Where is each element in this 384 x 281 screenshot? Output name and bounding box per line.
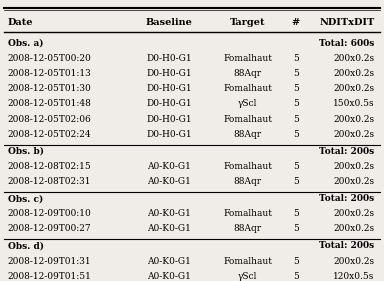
Text: A0-K0-G1: A0-K0-G1 <box>147 177 191 186</box>
Text: 150x0.5s: 150x0.5s <box>333 99 374 108</box>
Text: γScl: γScl <box>238 272 257 281</box>
Text: Obs. b): Obs. b) <box>8 147 44 156</box>
Text: 5: 5 <box>293 99 299 108</box>
Text: 5: 5 <box>293 162 299 171</box>
Text: Fomalhaut: Fomalhaut <box>223 209 272 218</box>
Text: D0-H0-G1: D0-H0-G1 <box>146 54 192 63</box>
Text: D0-H0-G1: D0-H0-G1 <box>146 130 192 139</box>
Text: 200x0.2s: 200x0.2s <box>333 225 374 234</box>
Text: Fomalhaut: Fomalhaut <box>223 162 272 171</box>
Text: 5: 5 <box>293 130 299 139</box>
Text: Total: 200s: Total: 200s <box>319 147 374 156</box>
Text: 2008-12-05T02:24: 2008-12-05T02:24 <box>8 130 91 139</box>
Text: 5: 5 <box>293 225 299 234</box>
Text: Fomalhaut: Fomalhaut <box>223 257 272 266</box>
Text: 200x0.2s: 200x0.2s <box>333 130 374 139</box>
Text: Baseline: Baseline <box>146 18 192 27</box>
Text: 200x0.2s: 200x0.2s <box>333 69 374 78</box>
Text: Target: Target <box>230 18 265 27</box>
Text: 2008-12-09T00:27: 2008-12-09T00:27 <box>8 225 91 234</box>
Text: Obs. c): Obs. c) <box>8 194 43 203</box>
Text: 2008-12-05T01:30: 2008-12-05T01:30 <box>8 84 91 93</box>
Text: 5: 5 <box>293 257 299 266</box>
Text: Total: 200s: Total: 200s <box>319 241 374 250</box>
Text: A0-K0-G1: A0-K0-G1 <box>147 225 191 234</box>
Text: 5: 5 <box>293 272 299 281</box>
Text: Fomalhaut: Fomalhaut <box>223 115 272 124</box>
Text: 2008-12-05T01:13: 2008-12-05T01:13 <box>8 69 91 78</box>
Text: Obs. d): Obs. d) <box>8 241 44 250</box>
Text: Date: Date <box>8 18 33 27</box>
Text: Obs. a): Obs. a) <box>8 39 43 48</box>
Text: 88Aqr: 88Aqr <box>233 177 262 186</box>
Text: D0-H0-G1: D0-H0-G1 <box>146 69 192 78</box>
Text: Fomalhaut: Fomalhaut <box>223 54 272 63</box>
Text: 5: 5 <box>293 84 299 93</box>
Text: D0-H0-G1: D0-H0-G1 <box>146 84 192 93</box>
Text: 200x0.2s: 200x0.2s <box>333 84 374 93</box>
Text: 2008-12-08T02:31: 2008-12-08T02:31 <box>8 177 91 186</box>
Text: Total: 600s: Total: 600s <box>319 39 374 48</box>
Text: 2008-12-05T01:48: 2008-12-05T01:48 <box>8 99 91 108</box>
Text: Fomalhaut: Fomalhaut <box>223 84 272 93</box>
Text: 120x0.5s: 120x0.5s <box>333 272 374 281</box>
Text: 5: 5 <box>293 69 299 78</box>
Text: 88Aqr: 88Aqr <box>233 225 262 234</box>
Text: Total: 200s: Total: 200s <box>319 194 374 203</box>
Text: D0-H0-G1: D0-H0-G1 <box>146 115 192 124</box>
Text: 200x0.2s: 200x0.2s <box>333 177 374 186</box>
Text: D0-H0-G1: D0-H0-G1 <box>146 99 192 108</box>
Text: 200x0.2s: 200x0.2s <box>333 209 374 218</box>
Text: 200x0.2s: 200x0.2s <box>333 115 374 124</box>
Text: 2008-12-09T01:31: 2008-12-09T01:31 <box>8 257 91 266</box>
Text: A0-K0-G1: A0-K0-G1 <box>147 272 191 281</box>
Text: 200x0.2s: 200x0.2s <box>333 162 374 171</box>
Text: 2008-12-05T02:06: 2008-12-05T02:06 <box>8 115 91 124</box>
Text: 2008-12-09T00:10: 2008-12-09T00:10 <box>8 209 91 218</box>
Text: 2008-12-09T01:51: 2008-12-09T01:51 <box>8 272 91 281</box>
Text: 200x0.2s: 200x0.2s <box>333 54 374 63</box>
Text: 88Aqr: 88Aqr <box>233 69 262 78</box>
Text: 2008-12-05T00:20: 2008-12-05T00:20 <box>8 54 91 63</box>
Text: γScl: γScl <box>238 99 257 108</box>
Text: A0-K0-G1: A0-K0-G1 <box>147 257 191 266</box>
Text: #: # <box>291 18 300 27</box>
Text: 5: 5 <box>293 209 299 218</box>
Text: 88Aqr: 88Aqr <box>233 130 262 139</box>
Text: 5: 5 <box>293 54 299 63</box>
Text: NDITxDIT: NDITxDIT <box>319 18 374 27</box>
Text: 5: 5 <box>293 177 299 186</box>
Text: A0-K0-G1: A0-K0-G1 <box>147 162 191 171</box>
Text: 2008-12-08T02:15: 2008-12-08T02:15 <box>8 162 91 171</box>
Text: A0-K0-G1: A0-K0-G1 <box>147 209 191 218</box>
Text: 5: 5 <box>293 115 299 124</box>
Text: 200x0.2s: 200x0.2s <box>333 257 374 266</box>
